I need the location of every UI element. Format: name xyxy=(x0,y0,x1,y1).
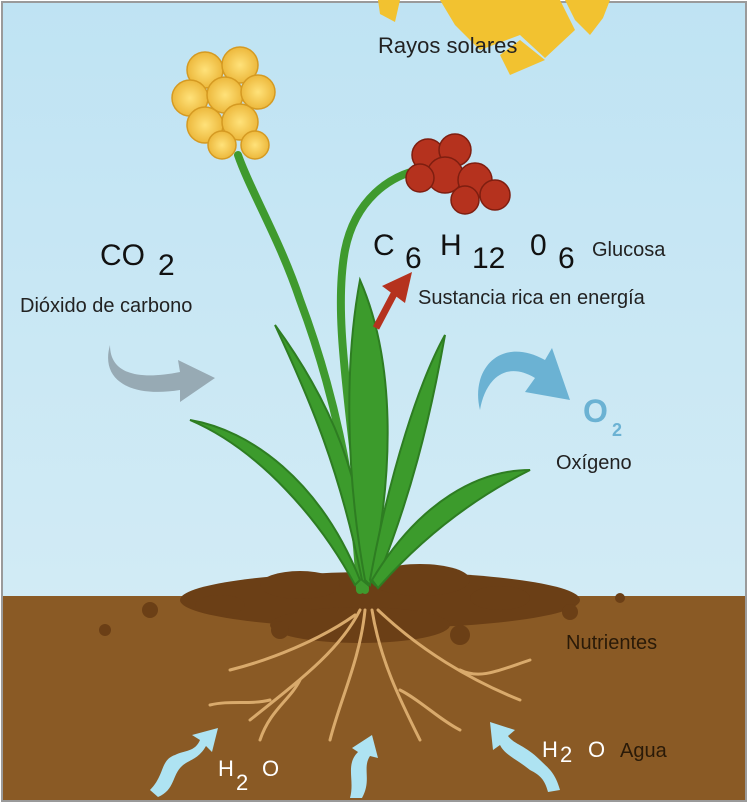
glucose-part: 12 xyxy=(472,242,505,275)
o2-name: Oxígeno xyxy=(556,452,632,474)
water-sub: 2 xyxy=(560,742,572,767)
glucose-desc: Sustancia rica en energía xyxy=(418,287,646,309)
water-name: Agua xyxy=(620,740,668,762)
water-tail: O xyxy=(262,756,279,781)
co2-name: Dióxido de carbono xyxy=(20,295,192,317)
water-tail: O xyxy=(588,737,605,762)
water-sub: 2 xyxy=(236,770,248,795)
glucose-part: H xyxy=(440,229,462,262)
glucose-part: 6 xyxy=(405,242,422,275)
glucose-part: 0 xyxy=(530,229,547,262)
glucose-name: Glucosa xyxy=(592,239,666,261)
co2-sub: 2 xyxy=(158,249,175,282)
glucose-part: C xyxy=(373,229,395,262)
o2-base: O xyxy=(583,393,608,429)
water-base: H xyxy=(218,756,234,781)
o2-sub: 2 xyxy=(612,420,622,440)
sun-label: Rayos solares xyxy=(378,33,517,58)
glucose-part: 6 xyxy=(558,242,575,275)
photosynthesis-diagram: Rayos solares CO 2 Dióxido de carbono C … xyxy=(0,0,748,803)
nutrients-label: Nutrientes xyxy=(566,632,657,654)
co2-base: CO xyxy=(100,239,145,272)
water-base: H xyxy=(542,737,558,762)
